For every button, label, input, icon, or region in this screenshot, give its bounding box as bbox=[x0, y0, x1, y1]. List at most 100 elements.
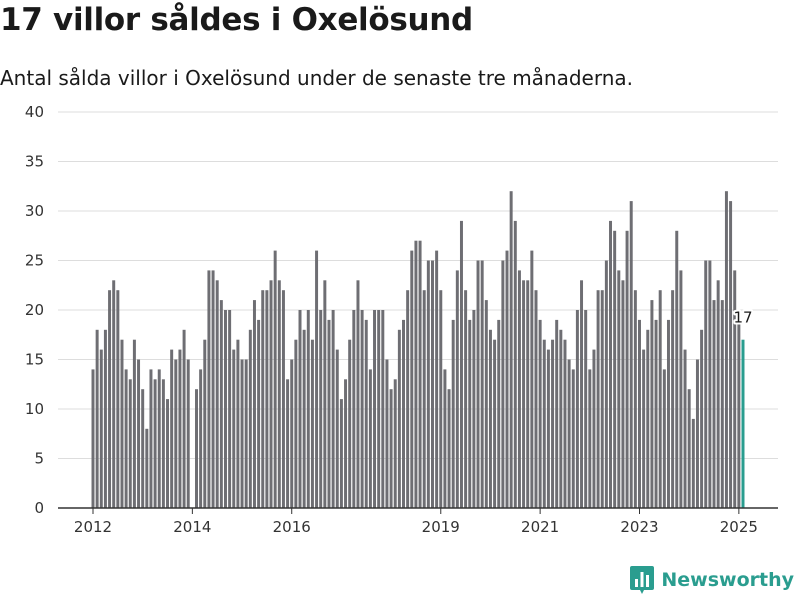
bar bbox=[480, 260, 484, 508]
bar bbox=[505, 250, 509, 508]
bar bbox=[195, 389, 198, 508]
y-tick-label: 15 bbox=[25, 351, 44, 369]
bar bbox=[476, 260, 480, 508]
bar bbox=[625, 230, 629, 509]
bar bbox=[720, 300, 724, 508]
bar bbox=[679, 270, 683, 508]
bar bbox=[600, 290, 604, 508]
bar bbox=[646, 329, 650, 508]
bar bbox=[683, 349, 687, 508]
bar bbox=[455, 270, 459, 508]
bar bbox=[153, 379, 157, 508]
y-tick-label: 20 bbox=[25, 301, 44, 319]
bar bbox=[439, 290, 443, 508]
bar bbox=[360, 310, 364, 508]
bar bbox=[157, 369, 161, 508]
bar bbox=[298, 310, 302, 508]
chart-subtitle: Antal sålda villor i Oxelösund under de … bbox=[0, 66, 634, 90]
bar bbox=[269, 280, 273, 508]
bar bbox=[397, 329, 401, 508]
bar bbox=[426, 260, 430, 508]
bar bbox=[642, 349, 646, 508]
data-labels: 17 bbox=[731, 307, 754, 329]
bar bbox=[327, 319, 331, 508]
bar bbox=[629, 201, 633, 508]
bar bbox=[377, 310, 381, 508]
bar bbox=[286, 379, 290, 508]
bar bbox=[265, 290, 269, 508]
bar bbox=[116, 290, 120, 508]
bar-chart-logo-icon bbox=[630, 566, 655, 594]
y-tick-label: 5 bbox=[34, 450, 44, 468]
bar bbox=[484, 300, 488, 508]
bar bbox=[348, 339, 352, 508]
x-tick-label: 2014 bbox=[173, 518, 211, 536]
bar bbox=[451, 319, 455, 508]
bar bbox=[633, 290, 637, 508]
bar bbox=[178, 349, 182, 508]
bar bbox=[99, 349, 103, 508]
bar bbox=[149, 369, 153, 508]
bar bbox=[199, 369, 203, 508]
bar bbox=[211, 270, 215, 508]
bar bbox=[373, 310, 377, 508]
bar bbox=[252, 300, 256, 508]
bar bbox=[294, 339, 298, 508]
y-tick-label: 30 bbox=[25, 202, 44, 220]
bar bbox=[613, 230, 617, 509]
bar bbox=[435, 250, 439, 508]
bar bbox=[567, 359, 571, 508]
bar bbox=[724, 191, 728, 508]
bars bbox=[91, 191, 745, 509]
bar bbox=[240, 359, 244, 508]
bar bbox=[410, 250, 414, 508]
bar bbox=[687, 389, 691, 508]
bar bbox=[522, 280, 526, 508]
x-tick-label: 2019 bbox=[422, 518, 460, 536]
bar bbox=[331, 310, 335, 508]
bar bbox=[517, 270, 521, 508]
bar bbox=[538, 319, 542, 508]
bar bbox=[356, 280, 360, 508]
bar bbox=[596, 290, 600, 508]
y-axis-tick-labels: 0 5 10 15 20 25 30 35 40 bbox=[25, 103, 44, 517]
bar bbox=[103, 329, 107, 508]
bar bbox=[306, 310, 310, 508]
bar bbox=[501, 260, 505, 508]
bar bbox=[277, 280, 281, 508]
bar bbox=[729, 201, 733, 508]
bar bbox=[700, 329, 704, 508]
bar bbox=[650, 300, 654, 508]
bar bbox=[368, 369, 372, 508]
bar bbox=[339, 399, 343, 508]
bar bbox=[232, 349, 236, 508]
brand-name: Newsworthy bbox=[661, 569, 794, 591]
bar bbox=[302, 329, 306, 508]
bar bbox=[393, 379, 397, 508]
bar bbox=[128, 379, 132, 508]
bar bbox=[580, 280, 584, 508]
bar bbox=[418, 240, 422, 508]
bar bbox=[716, 280, 720, 508]
bar bbox=[323, 280, 327, 508]
bar bbox=[132, 339, 136, 508]
bar bbox=[381, 310, 385, 508]
bar bbox=[621, 280, 625, 508]
bar bbox=[228, 310, 232, 508]
bar bbox=[617, 270, 621, 508]
x-tick-label: 2016 bbox=[273, 518, 311, 536]
bar bbox=[257, 319, 261, 508]
y-tick-label: 25 bbox=[25, 252, 44, 270]
bar bbox=[468, 319, 472, 508]
bar bbox=[675, 230, 679, 509]
bar bbox=[584, 310, 588, 508]
bar bbox=[120, 339, 124, 508]
bar bbox=[203, 339, 207, 508]
bar bbox=[352, 310, 356, 508]
brand: Newsworthy bbox=[630, 566, 794, 594]
bar bbox=[542, 339, 546, 508]
bar bbox=[248, 329, 252, 508]
bar bbox=[145, 428, 149, 508]
bar bbox=[604, 260, 608, 508]
bar bbox=[708, 260, 712, 508]
